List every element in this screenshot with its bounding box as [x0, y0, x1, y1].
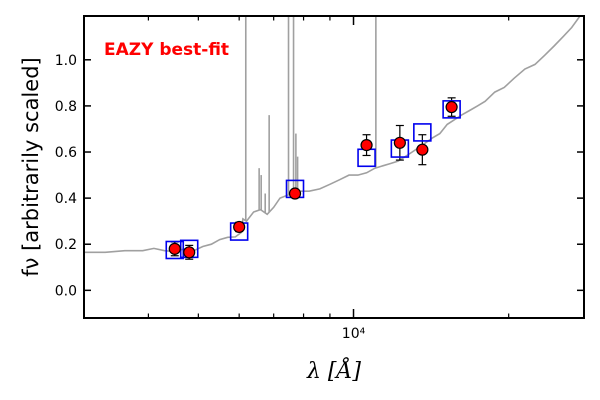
y-tick-label: 0.4 — [55, 191, 77, 207]
model-box-layer — [165, 100, 461, 260]
observed-photometry-point — [416, 143, 429, 156]
model-photometry-box — [165, 240, 185, 260]
observed-photometry-point — [288, 187, 302, 200]
observed-photometry-point — [360, 138, 373, 152]
observed-photometry-point — [168, 242, 181, 255]
model-photometry-box — [413, 123, 432, 142]
observed-photometry-point — [183, 246, 196, 259]
y-tick-label: 0.8 — [55, 99, 77, 115]
legend-annotation: EAZY best-fit — [104, 40, 229, 60]
observed-photometry-point — [393, 136, 406, 149]
observed-point-layer — [168, 100, 458, 259]
plot-frame — [83, 15, 585, 319]
y-tick-label: 0.0 — [55, 283, 77, 299]
axis-ticks: 0.0 0.2 0.4 0.6 0.8 1.0 10⁴ — [55, 16, 584, 342]
y-tick-label: 0.6 — [55, 145, 77, 161]
observed-photometry-point — [233, 220, 246, 234]
y-tick-label: 0.2 — [55, 237, 77, 253]
template-continuum-line — [84, 16, 582, 254]
y-tick-label: 1.0 — [55, 53, 77, 69]
observed-photometry-point — [445, 100, 458, 114]
template-curve-layer — [84, 16, 582, 254]
x-tick-label: 10⁴ — [342, 326, 366, 342]
x-axis-label: λ [Å] — [306, 356, 361, 384]
model-photometry-box — [442, 100, 461, 119]
y-axis-label: fν [arbitrarily scaled] — [19, 57, 43, 276]
errorbar-layer — [170, 97, 456, 260]
